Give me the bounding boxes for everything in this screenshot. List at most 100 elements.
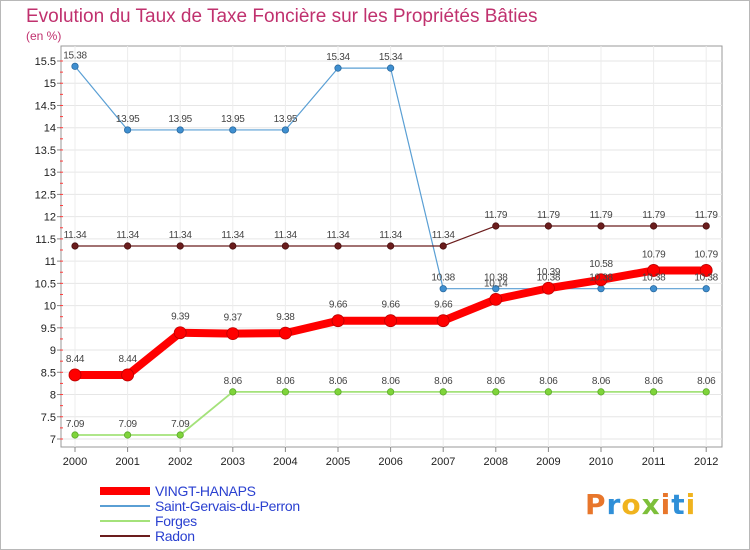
data-label-radon: 11.79	[537, 210, 561, 221]
logo-letter: x	[641, 488, 661, 521]
data-label-vingt: 8.44	[66, 354, 85, 365]
x-tick-label: 2011	[642, 456, 666, 468]
data-label-radon: 11.79	[590, 210, 614, 221]
x-tick-label: 2010	[589, 456, 613, 468]
y-tick-label: 12.5	[35, 189, 56, 201]
data-point-saint	[386, 64, 395, 72]
data-label-radon: 11.79	[484, 210, 508, 221]
data-label-forges: 8.06	[697, 376, 716, 387]
x-tick-label: 2004	[273, 456, 297, 468]
x-tick-label: 2001	[115, 456, 139, 468]
data-point-radon	[702, 222, 710, 230]
data-point-saint	[439, 285, 447, 293]
logo-letter: i	[685, 488, 697, 521]
data-point-forges	[439, 388, 447, 396]
legend: VINGT-HANAPSSaint-Gervais-du-PerronForge…	[100, 483, 300, 544]
y-tick-label: 8	[50, 390, 56, 402]
data-point-forges	[702, 388, 710, 396]
data-point-radon	[124, 242, 132, 250]
data-point-saint	[492, 285, 500, 293]
data-label-forges: 8.06	[592, 376, 611, 387]
data-label-vingt: 10.79	[642, 249, 666, 260]
legend-label-vingt: VINGT-HANAPS	[155, 483, 256, 499]
data-label-forges: 7.09	[66, 419, 85, 430]
logo-letter: o	[621, 488, 642, 521]
y-tick-label: 15.5	[35, 56, 56, 68]
data-label-forges: 7.09	[171, 419, 190, 430]
data-label-vingt: 10.39	[537, 267, 561, 278]
data-label-saint: 13.95	[168, 114, 192, 125]
y-tick-label: 14	[44, 123, 56, 135]
data-label-radon: 11.34	[221, 230, 245, 241]
data-label-forges: 8.06	[276, 376, 295, 387]
x-tick-label: 2005	[326, 456, 350, 468]
y-tick-label: 9	[50, 345, 56, 357]
y-tick-label: 11	[45, 256, 56, 268]
data-label-radon: 11.79	[695, 210, 719, 221]
data-point-forges	[544, 388, 553, 396]
y-tick-label: 7	[50, 434, 56, 446]
data-label-saint: 10.38	[431, 273, 455, 284]
data-label-radon: 11.34	[274, 230, 298, 241]
data-point-radon	[281, 242, 289, 250]
legend-label-forges: Forges	[155, 513, 197, 529]
x-tick-label: 2003	[221, 456, 245, 468]
data-label-radon: 11.34	[327, 230, 351, 241]
y-tick-label: 9.5	[41, 323, 56, 335]
data-label-forges: 8.06	[644, 376, 663, 387]
data-label-vingt: 10.58	[589, 259, 613, 270]
y-tick-label: 14.5	[35, 100, 56, 112]
data-point-vingt	[226, 327, 240, 341]
data-label-radon: 11.34	[116, 230, 140, 241]
y-tick-label: 8.5	[41, 367, 56, 379]
data-point-vingt	[436, 314, 450, 328]
data-label-saint: 10.38	[642, 273, 666, 284]
data-label-vingt: 10.79	[694, 249, 718, 260]
data-point-vingt	[647, 264, 660, 277]
data-label-radon: 11.34	[432, 230, 456, 241]
data-label-saint: 13.95	[221, 114, 245, 125]
data-point-forges	[229, 388, 237, 396]
y-tick-label: 7.5	[41, 412, 56, 424]
data-label-vingt: 9.37	[224, 313, 243, 324]
data-point-vingt	[68, 368, 82, 382]
data-label-saint: 13.95	[116, 114, 140, 125]
data-point-saint	[124, 126, 132, 134]
data-point-radon	[229, 242, 237, 250]
data-label-saint: 10.38	[694, 273, 718, 284]
data-point-forges	[176, 431, 184, 439]
x-tick-label: 2000	[63, 456, 87, 468]
y-tick-label: 10	[44, 301, 56, 313]
data-point-saint	[597, 285, 605, 293]
data-label-saint: 15.38	[63, 50, 87, 61]
data-point-saint	[649, 285, 658, 293]
axes: 7 7.5 8 8.5 9 9.5 10 10.5 11 11.5 12 12.5 13 13.5 14 14…	[35, 56, 719, 468]
data-point-saint	[334, 64, 342, 72]
data-point-radon	[71, 242, 79, 250]
data-label-saint: 15.34	[326, 52, 350, 63]
data-point-radon	[649, 222, 658, 230]
data-label-saint: 10.38	[589, 273, 613, 284]
data-point-vingt	[121, 368, 134, 382]
logo-letter: i	[660, 488, 672, 521]
y-tick-label: 15	[44, 78, 56, 90]
data-point-radon	[176, 242, 184, 250]
data-label-saint: 13.95	[274, 114, 298, 125]
data-point-forges	[71, 431, 79, 439]
data-point-forges	[492, 388, 500, 396]
chart-title: Evolution du Taux de Taxe Foncière sur l…	[26, 6, 538, 27]
data-label-saint: 10.38	[484, 273, 508, 284]
logo-letter: r	[606, 488, 622, 521]
y-tick-label: 13.5	[35, 145, 56, 157]
x-tick-label: 2002	[168, 456, 192, 468]
data-point-radon	[386, 242, 395, 250]
y-tick-label: 12	[44, 212, 56, 224]
x-tick-label: 2007	[431, 456, 455, 468]
series-layer	[68, 62, 713, 439]
data-label-vingt: 8.44	[118, 354, 137, 365]
data-label-vingt: 9.38	[276, 312, 295, 323]
data-label-saint: 15.34	[379, 52, 403, 63]
data-point-radon	[544, 222, 553, 230]
proxiti-logo: Proxiti	[585, 488, 696, 521]
